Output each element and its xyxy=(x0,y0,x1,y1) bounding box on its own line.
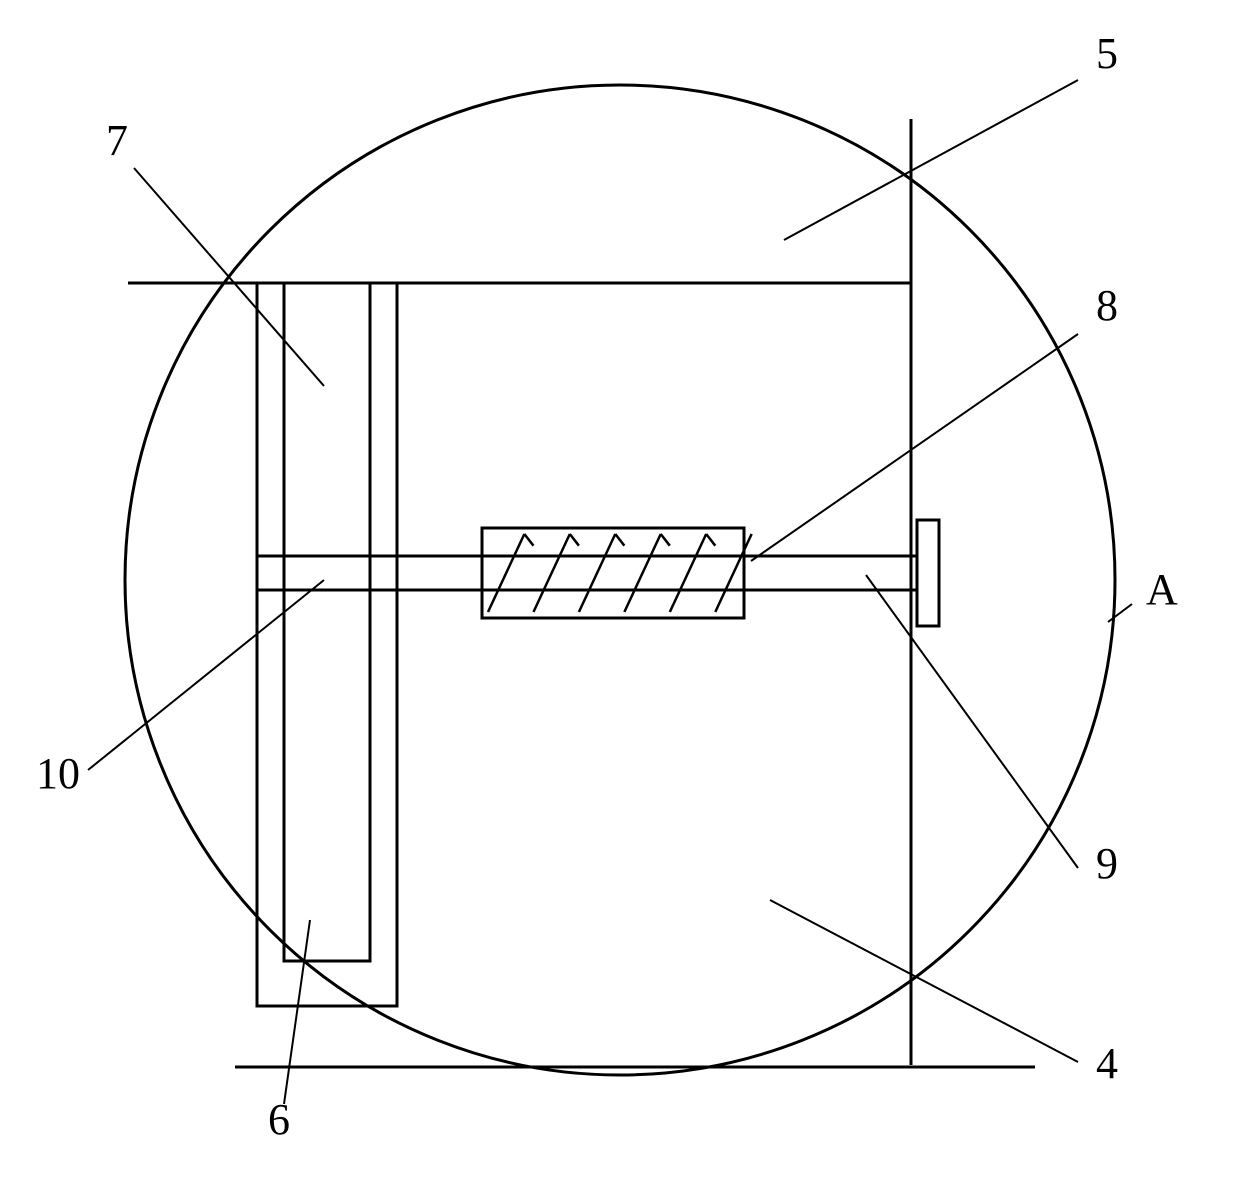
label-leader-5 xyxy=(784,80,1078,240)
t-bracket-outer xyxy=(257,283,397,1006)
label-leader-7 xyxy=(134,168,324,386)
label-6: 6 xyxy=(268,1095,290,1144)
label-leader-A xyxy=(1108,604,1132,622)
label-leader-8 xyxy=(751,334,1078,561)
label-7: 7 xyxy=(106,116,128,165)
label-8: 8 xyxy=(1096,281,1118,330)
label-5: 5 xyxy=(1096,29,1118,78)
label-leader-10 xyxy=(88,580,324,770)
rod-end-plate xyxy=(917,520,939,626)
label-leader-9 xyxy=(866,575,1078,868)
label-10: 10 xyxy=(36,749,80,798)
label-4: 4 xyxy=(1096,1039,1118,1088)
t-bracket-inner xyxy=(284,283,370,961)
label-A: A xyxy=(1146,565,1178,614)
diagram-svg: 5 7 8 A 9 4 6 10 xyxy=(0,0,1240,1185)
diagram-canvas: 5 7 8 A 9 4 6 10 xyxy=(0,0,1240,1185)
label-leader-4 xyxy=(770,900,1078,1062)
label-9: 9 xyxy=(1096,839,1118,888)
